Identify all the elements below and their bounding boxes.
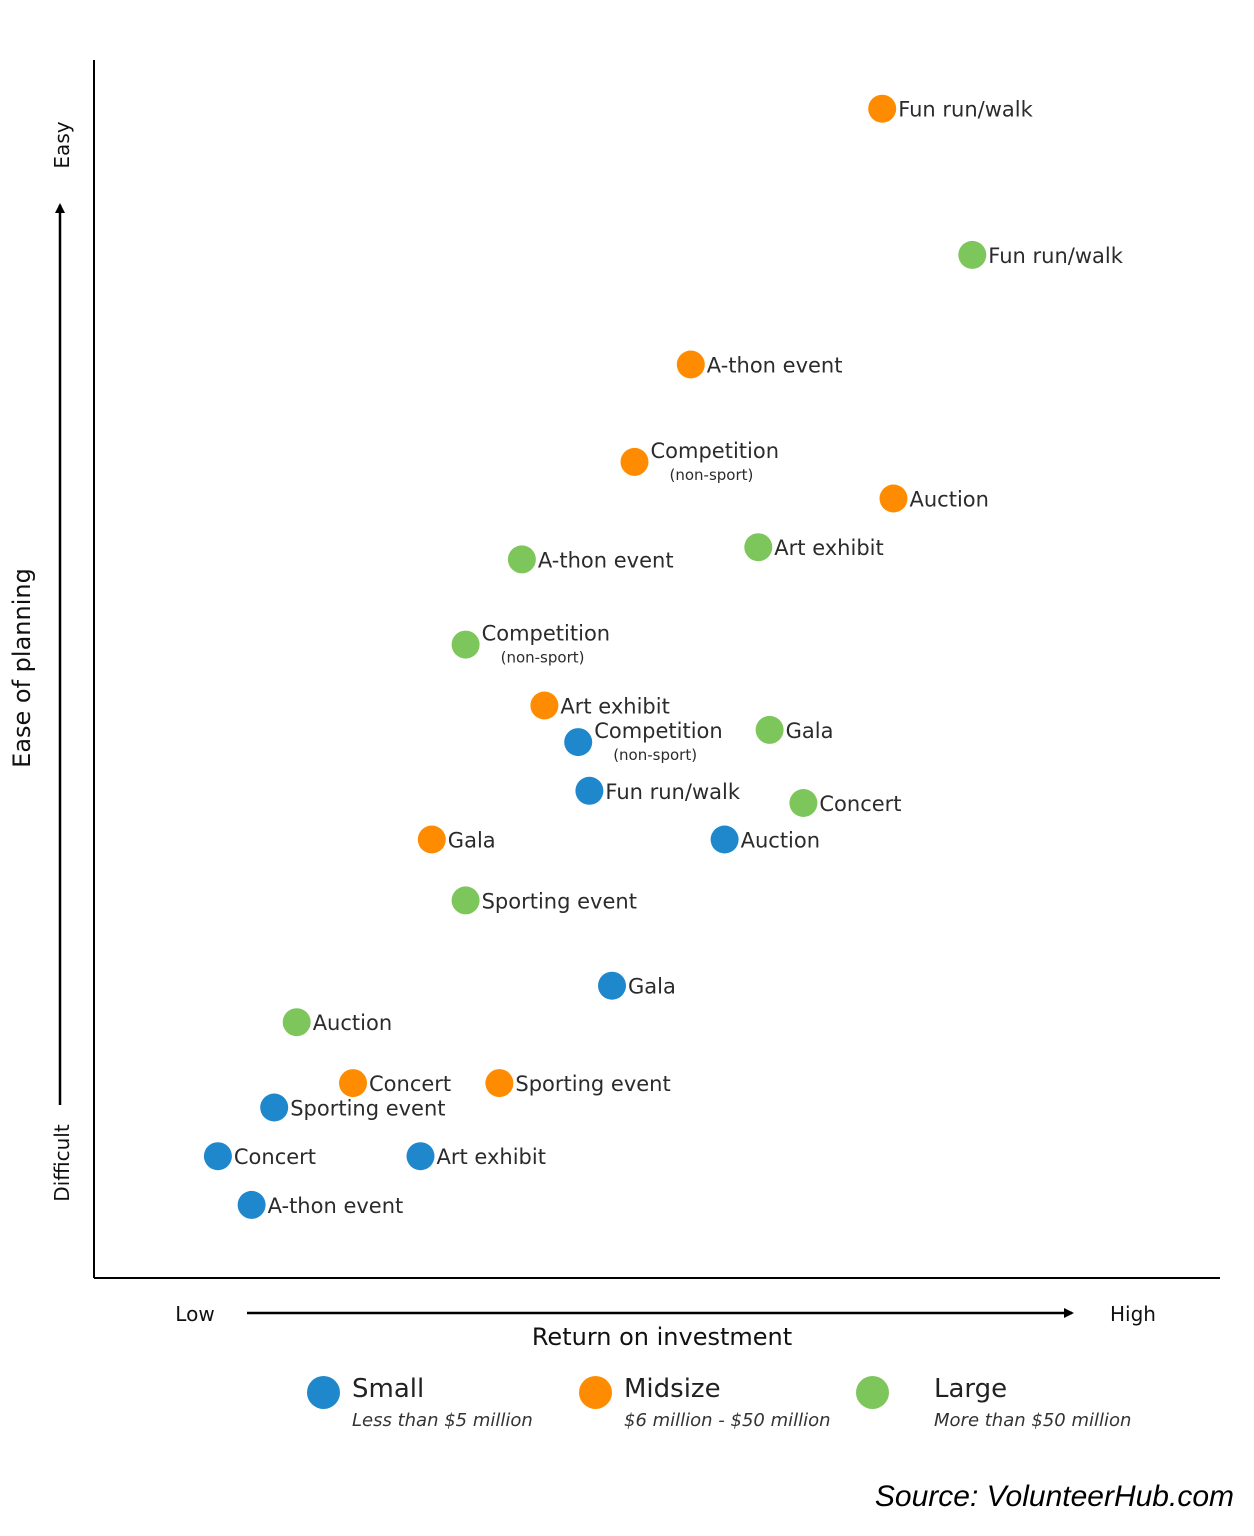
data-point: Competition (non-sport) [451, 622, 611, 667]
point-marker [575, 776, 604, 805]
data-point: Gala [417, 825, 496, 854]
x-low-label: Low [175, 1302, 214, 1326]
legend: Small Less than $5 million Midsize $6 mi… [0, 1370, 1254, 1440]
point-marker [260, 1093, 289, 1122]
point-marker [598, 971, 626, 1000]
data-point: Concert [203, 1142, 316, 1171]
data-point: Competition (non-sport) [564, 719, 723, 764]
data-point: Sporting event [451, 886, 637, 915]
point-label: A-thon event [707, 354, 843, 378]
point-label: Art exhibit [560, 695, 669, 719]
data-point: Art exhibit [530, 691, 670, 720]
point-marker [744, 533, 773, 562]
data-point: Auction [879, 484, 989, 513]
data-point: Fun run/walk [575, 776, 741, 805]
point-marker [564, 728, 593, 757]
point-label: Concert [234, 1145, 316, 1169]
y-high-label: Easy [50, 121, 74, 168]
point-label: Concert [819, 792, 901, 816]
point-label: Competition [651, 439, 780, 463]
legend-description: $6 million - $50 million [624, 1410, 831, 1431]
point-label: Competition [482, 622, 611, 646]
data-point: Concert [339, 1069, 451, 1098]
point-label: Auction [910, 488, 989, 512]
y-axis-title: Ease of planning [8, 568, 36, 768]
point-sublabel: (non-sport) [501, 649, 585, 667]
midsize-marker-icon [579, 1376, 612, 1409]
point-marker [755, 715, 784, 744]
point-marker [620, 447, 649, 476]
point-sublabel: (non-sport) [613, 746, 697, 764]
point-label: Gala [448, 829, 496, 853]
point-marker [451, 886, 480, 915]
point-marker [530, 691, 559, 720]
scatter-chart: Easy Difficult Ease of planning Low High… [8, 60, 1220, 1351]
data-point: Art exhibit [744, 533, 884, 562]
point-label: Auction [741, 829, 820, 853]
point-label: Fun run/walk [898, 98, 1033, 122]
legend-label: Large [934, 1374, 1008, 1404]
point-marker [879, 484, 908, 513]
point-label: Fun run/walk [605, 780, 740, 804]
data-point: Competition (non-sport) [620, 439, 780, 484]
point-marker [868, 94, 897, 123]
point-marker [339, 1069, 367, 1098]
legend-description: Less than $5 million [352, 1410, 533, 1431]
point-marker [406, 1142, 435, 1171]
data-point: Gala [755, 715, 834, 744]
data-point: Sporting event [260, 1093, 446, 1122]
point-marker [237, 1190, 266, 1219]
point-label: Sporting event [290, 1097, 445, 1121]
point-label: Sporting event [482, 889, 637, 913]
point-marker [789, 789, 818, 817]
point-label: A-thon event [538, 548, 674, 572]
point-label: Art exhibit [774, 536, 883, 560]
point-sublabel: (non-sport) [670, 466, 754, 484]
point-label: Art exhibit [437, 1145, 546, 1169]
point-marker [203, 1142, 232, 1171]
data-point: Gala [598, 971, 676, 1000]
legend-label: Small [352, 1374, 425, 1404]
point-marker [507, 545, 536, 574]
source-credit: Source: VolunteerHub.com [874, 1480, 1234, 1513]
point-label: A-thon event [268, 1194, 404, 1218]
point-marker [451, 630, 480, 659]
data-point: A-thon event [237, 1190, 404, 1219]
data-points: Competition (non-sport) Fun run/walk Auctio… [203, 94, 1124, 1219]
point-label: Gala [786, 719, 834, 743]
point-marker [710, 825, 739, 854]
data-point: Fun run/walk [958, 240, 1124, 269]
data-point: Art exhibit [406, 1142, 546, 1171]
data-point: Concert [789, 789, 902, 817]
point-marker [282, 1008, 311, 1037]
data-point: Fun run/walk [868, 94, 1034, 123]
legend-description: More than $50 million [934, 1410, 1132, 1431]
x-high-label: High [1110, 1302, 1156, 1326]
large-marker-icon [856, 1376, 889, 1409]
legend-label: Midsize [624, 1374, 721, 1404]
data-point: A-thon event [507, 545, 674, 574]
point-label: Competition [594, 719, 723, 743]
point-label: Concert [369, 1072, 451, 1096]
data-point: Sporting event [485, 1069, 671, 1098]
x-axis-title: Return on investment [532, 1323, 792, 1351]
point-label: Sporting event [515, 1072, 670, 1096]
small-marker-icon [307, 1376, 340, 1409]
point-marker [958, 240, 987, 269]
data-point: Auction [710, 825, 820, 854]
point-label: Auction [313, 1011, 392, 1035]
point-label: Fun run/walk [988, 244, 1123, 268]
point-marker [676, 350, 705, 379]
point-label: Gala [628, 975, 676, 999]
y-low-label: Difficult [50, 1124, 74, 1202]
data-point: Auction [282, 1008, 392, 1037]
point-marker [485, 1069, 514, 1098]
point-marker [417, 825, 446, 854]
data-point: A-thon event [676, 350, 843, 379]
